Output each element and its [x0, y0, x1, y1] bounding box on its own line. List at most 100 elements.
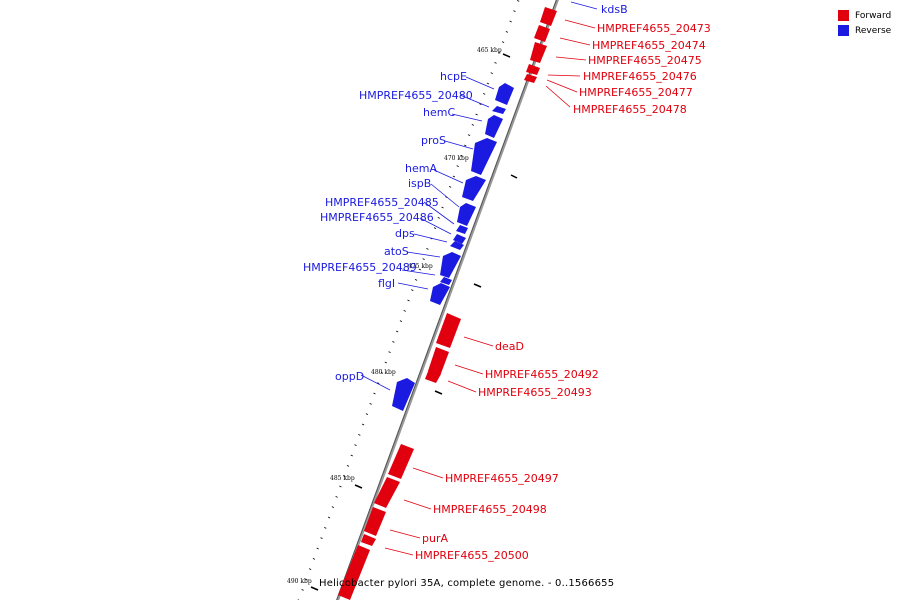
leader-line — [555, 56, 587, 61]
gene-HMPREF4655_20492[interactable] — [428, 347, 449, 376]
forward-swatch — [838, 10, 849, 21]
minor-tick — [369, 402, 372, 405]
legend-forward: Forward — [838, 8, 891, 23]
gene-label-HMPREF4655_20492[interactable]: HMPREF4655_20492 — [485, 368, 599, 381]
gene-label-HMPREF4655_20500[interactable]: HMPREF4655_20500 — [415, 549, 529, 562]
minor-tick — [399, 320, 403, 323]
gene-flgI[interactable] — [430, 283, 450, 305]
gene-label-flgI[interactable]: flgI — [378, 277, 395, 290]
leader-line — [444, 140, 474, 150]
gene-HMPREF4655_20498[interactable] — [374, 477, 400, 508]
gene-HMPREF4655_20497[interactable] — [388, 444, 414, 479]
gene-HMPREF4655_20473[interactable] — [540, 7, 557, 26]
gene-label-HMPREF4655_20480[interactable]: HMPREF4655_20480 — [359, 89, 473, 102]
minor-tick — [486, 82, 490, 85]
gene-label-kdsB[interactable]: kdsB — [601, 3, 628, 16]
gene-atoS[interactable] — [440, 252, 461, 278]
tick-label-470: 470 kbp — [444, 155, 469, 162]
gene-label-dps[interactable]: dps — [395, 227, 415, 240]
gene-label-purA[interactable]: purA — [422, 532, 448, 545]
gene-label-hcpE[interactable]: hcpE — [440, 70, 467, 83]
minor-tick — [308, 568, 312, 571]
minor-tick — [505, 30, 509, 33]
gene-label-HMPREF4655_20473[interactable]: HMPREF4655_20473 — [597, 22, 711, 35]
leader-line — [360, 374, 391, 391]
minor-tick — [301, 588, 304, 591]
gene-label-HMPREF4655_20497[interactable]: HMPREF4655_20497 — [445, 472, 559, 485]
minor-tick — [327, 516, 331, 519]
gene-purA[interactable] — [364, 507, 386, 536]
gene-next-forward[interactable] — [338, 545, 370, 600]
gene-hemC[interactable] — [485, 115, 503, 138]
major-ticks: 465 kbp 470 kbp 475 kbp 480 kbp 485 kbp … — [287, 47, 518, 591]
minor-tick — [373, 392, 376, 395]
minor-tick — [316, 547, 319, 550]
gene-label-HMPREF4655_20478[interactable]: HMPREF4655_20478 — [573, 103, 687, 116]
leader-line — [459, 94, 490, 108]
minor-tick — [467, 134, 471, 137]
gene-HMPREF4655_20493[interactable] — [425, 369, 441, 383]
gene-label-HMPREF4655_20477[interactable]: HMPREF4655_20477 — [579, 86, 693, 99]
gene-label-HMPREF4655_20498[interactable]: HMPREF4655_20498 — [433, 503, 547, 516]
gene-label-HMPREF4655_20474[interactable]: HMPREF4655_20474 — [592, 39, 706, 52]
gene-HMPREF4655_20485[interactable] — [456, 225, 468, 234]
minor-tick — [377, 382, 380, 385]
gene-hemA[interactable] — [462, 176, 486, 201]
gene-label-HMPREF4655_20476[interactable]: HMPREF4655_20476 — [583, 70, 697, 83]
gene-HMPREF4655_20476[interactable] — [526, 64, 540, 75]
leader-line — [397, 282, 429, 290]
legend-reverse-label: Reverse — [855, 25, 892, 36]
tick-label-475: 475 kbp — [408, 263, 433, 270]
gene-label-HMPREF4655_20485[interactable]: HMPREF4655_20485 — [325, 196, 439, 209]
gene-proS[interactable] — [471, 138, 497, 175]
minor-tick — [414, 278, 418, 281]
gene-HMPREF4655_20474[interactable] — [534, 25, 550, 42]
gene-label-atoS[interactable]: atoS — [384, 245, 409, 258]
minor-tick — [388, 351, 391, 354]
minor-tick — [464, 144, 467, 147]
minor-tick — [335, 495, 338, 498]
minor-tick — [392, 340, 395, 343]
leader-line — [545, 85, 571, 108]
gene-HMPREF4655_20475[interactable] — [530, 42, 547, 63]
gene-label-hemA[interactable]: hemA — [405, 162, 437, 175]
leader-line — [413, 233, 448, 243]
minor-tick — [509, 20, 512, 23]
minor-tick — [471, 123, 474, 126]
gene-label-HMPREF4655_20489[interactable]: HMPREF4655_20489 — [303, 261, 417, 274]
gene-hcpE[interactable] — [495, 83, 514, 105]
minor-tick — [320, 537, 323, 540]
tick-label-465: 465 kbp — [477, 47, 502, 54]
gene-label-proS[interactable]: proS — [421, 134, 446, 147]
gene-HMPREF4655_20489[interactable] — [440, 277, 452, 285]
gene-ispB[interactable] — [457, 203, 476, 226]
minor-tick — [448, 185, 452, 188]
gene-label-hemC[interactable]: hemC — [423, 106, 455, 119]
minor-tick — [418, 268, 422, 271]
minor-tick — [460, 154, 463, 157]
minor-tick — [456, 165, 459, 168]
leader-line — [559, 37, 591, 46]
gene-label-deaD[interactable]: deaD — [495, 340, 524, 353]
gene-HMPREF4655_20486[interactable] — [453, 234, 466, 244]
gene-label-HMPREF4655_20475[interactable]: HMPREF4655_20475 — [588, 54, 702, 67]
gene-oppD[interactable] — [392, 378, 415, 411]
gene-label-ispB[interactable]: ispB — [408, 177, 431, 190]
leader-line — [430, 183, 460, 208]
gene-deaD[interactable] — [436, 313, 461, 348]
leader-line — [463, 336, 494, 347]
gene-HMPREF4655_20480[interactable] — [492, 106, 506, 114]
reverse-swatch — [838, 25, 849, 36]
minor-tick — [494, 61, 497, 64]
minor-tick — [482, 92, 486, 95]
minor-tick — [426, 247, 429, 250]
gene-label-HMPREF4655_20493[interactable]: HMPREF4655_20493 — [478, 386, 592, 399]
minor-tick — [411, 289, 414, 292]
gene-HMPREF4655_20477[interactable] — [524, 74, 537, 83]
genome-caption: Helicobacter pylori 35A, complete genome… — [319, 578, 615, 589]
gene-label-HMPREF4655_20486[interactable]: HMPREF4655_20486 — [320, 211, 434, 224]
leader-line — [403, 499, 432, 510]
gene-HMPREF4655_20500[interactable] — [361, 534, 376, 546]
gene-dps[interactable] — [450, 241, 464, 250]
gene-label-oppD[interactable]: oppD — [335, 370, 364, 383]
